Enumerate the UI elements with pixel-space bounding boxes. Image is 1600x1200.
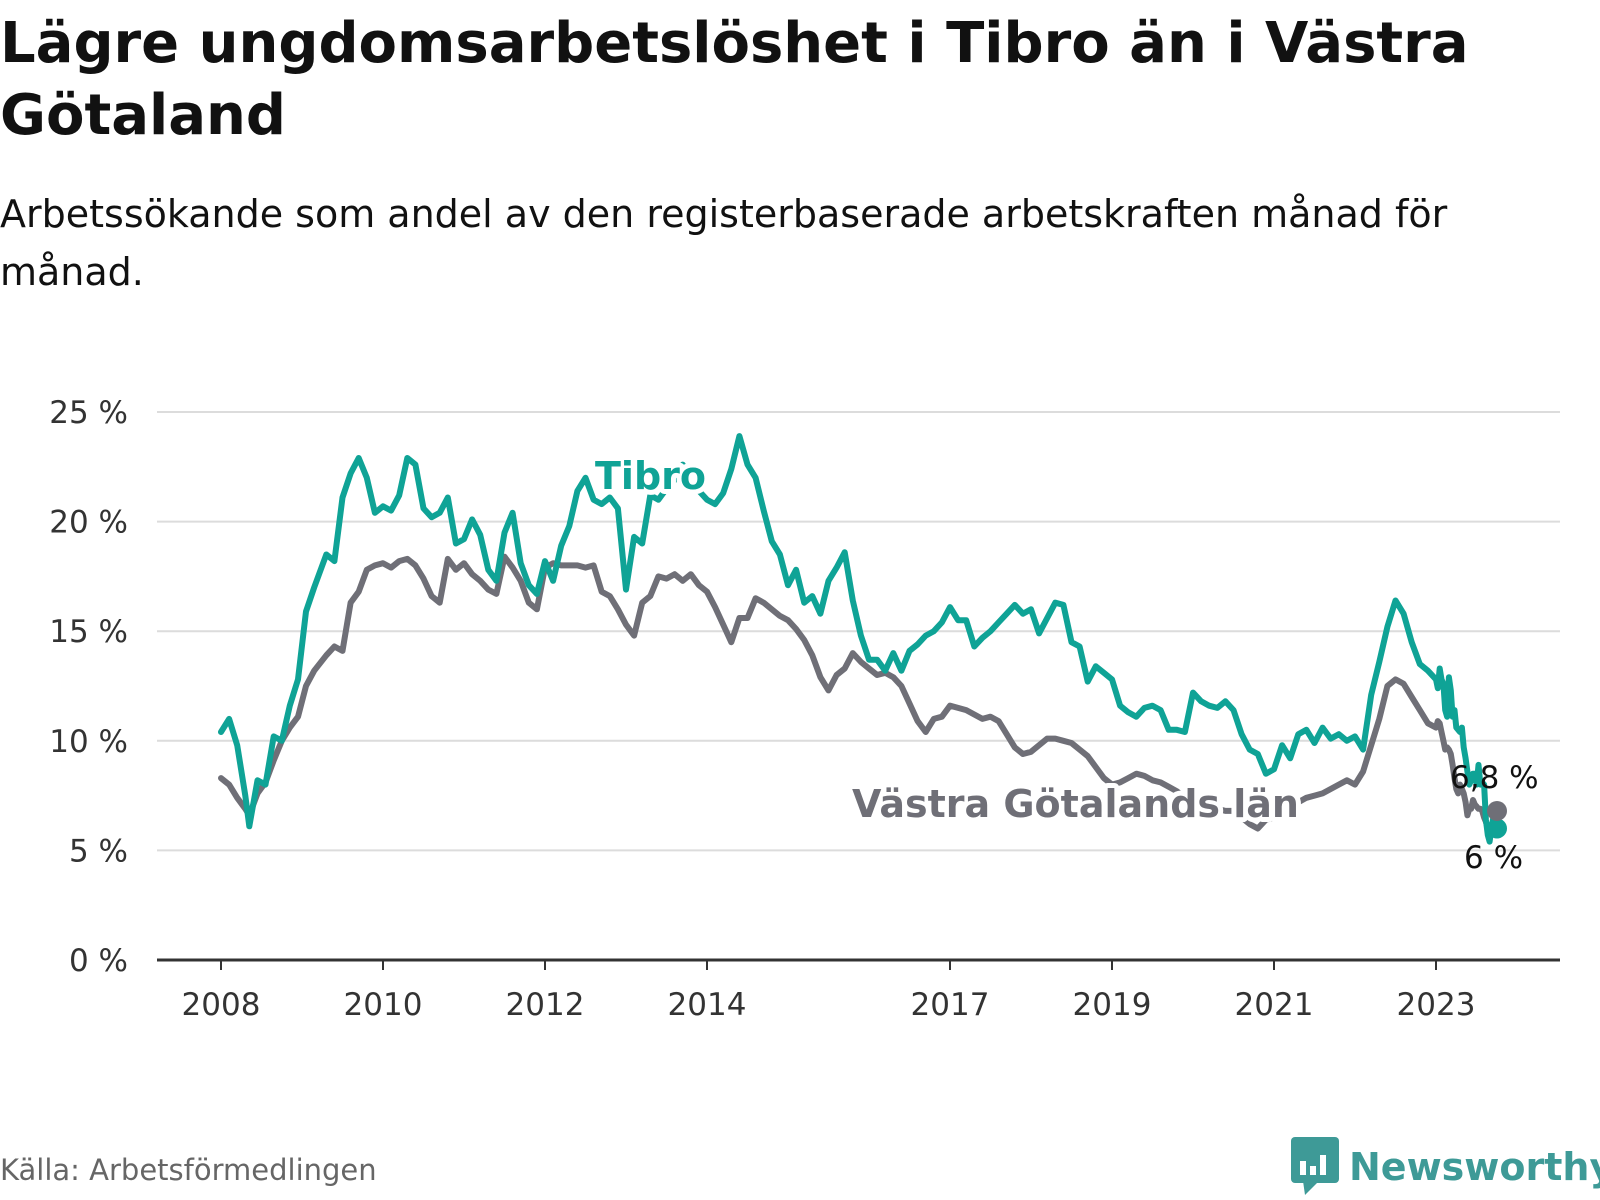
newsworthy-logo-icon [1291, 1137, 1339, 1195]
end-value-label-vastra-gotaland: 6,8 % [1450, 760, 1539, 796]
source-credit: Källa: Arbetsförmedlingen [0, 1153, 377, 1187]
x-tick-label: 2008 [182, 987, 261, 1023]
y-tick-label: 5 % [69, 833, 128, 869]
newsworthy-wordmark: Newsworthy [1349, 1145, 1600, 1189]
x-tick-label: 2017 [911, 987, 990, 1023]
series-label-vastra-gotaland-halo: Västra Götalands län [852, 782, 1299, 826]
x-axis: 2008 2010 2012 2014 2017 2019 2021 2023 [157, 958, 1560, 1023]
y-tick-label: 20 % [49, 505, 128, 541]
series-label-tibro-halo: Tibro [595, 454, 706, 498]
x-tick-label: 2021 [1235, 987, 1314, 1023]
x-tick-label: 2014 [668, 987, 747, 1023]
y-axis-labels: 0 % 5 % 10 % 15 % 20 % 25 % [49, 395, 128, 979]
y-tick-label: 15 % [49, 614, 128, 650]
y-tick-label: 10 % [49, 724, 128, 760]
end-point-vastra-gotaland [1487, 800, 1507, 821]
gridlines [157, 411, 1560, 852]
x-tick-label: 2010 [344, 987, 423, 1023]
series-lines [218, 433, 1500, 845]
end-value-label-tibro: 6 % [1464, 840, 1523, 876]
chart-subtitle: Arbetssökande som andel av den registerb… [0, 192, 1448, 294]
x-tick-label: 2012 [506, 987, 585, 1023]
y-tick-label: 25 % [49, 395, 128, 431]
series-label-tibro: Tibro [595, 454, 706, 498]
x-tick-label: 2023 [1397, 987, 1476, 1023]
end-point-tibro [1487, 818, 1507, 839]
newsworthy-logo[interactable]: Newsworthy [1291, 1135, 1600, 1199]
series-line-tibro [218, 433, 1500, 845]
series-line-vastra-gotaland [218, 553, 1500, 839]
chart-title: Lägre ungdomsarbetslöshet i Tibro än i V… [0, 11, 1469, 148]
series-label-vastra-gotaland: Västra Götalands län [852, 782, 1299, 826]
y-tick-label: 0 % [69, 943, 128, 979]
x-tick-label: 2019 [1073, 987, 1152, 1023]
